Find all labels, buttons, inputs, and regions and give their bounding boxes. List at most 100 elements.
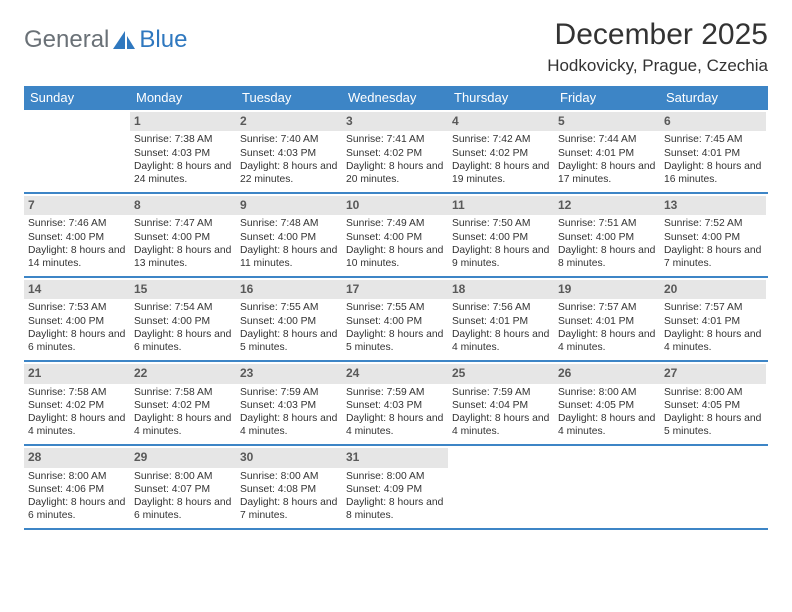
daylight-text: Daylight: 8 hours and 5 minutes. <box>240 328 338 354</box>
weekday-header: Monday <box>130 86 236 110</box>
day-cell: 2Sunrise: 7:40 AMSunset: 4:03 PMDaylight… <box>236 110 342 192</box>
sunrise-text: Sunrise: 7:54 AM <box>134 301 232 314</box>
sunset-text: Sunset: 4:00 PM <box>134 315 232 328</box>
sunrise-text: Sunrise: 8:00 AM <box>346 470 444 483</box>
day-cell: 17 Sunrise: 7:55 AMSunset: 4:00 PMDayligh… <box>342 278 448 360</box>
day-number: 10 <box>342 196 448 215</box>
day-number: 17 <box>342 280 448 299</box>
day-cell: 29Sunrise: 8:00 AMSunset: 4:07 PMDayligh… <box>130 446 236 528</box>
logo-sail-icon <box>111 29 137 51</box>
sunset-text: Sunset: 4:01 PM <box>664 147 762 160</box>
sunset-text: Sunset: 4:00 PM <box>28 231 126 244</box>
daylight-text: Daylight: 8 hours and 4 minutes. <box>28 412 126 438</box>
day-cell: 13Sunrise: 7:52 AMSunset: 4:00 PMDayligh… <box>660 194 766 276</box>
day-number: 14 <box>24 280 130 299</box>
sunrise-text: Sunrise: 7:46 AM <box>28 217 126 230</box>
day-cell: 28Sunrise: 8:00 AMSunset: 4:06 PMDayligh… <box>24 446 130 528</box>
sunset-text: Sunset: 4:03 PM <box>240 147 338 160</box>
sunrise-text: Sunrise: 7:59 AM <box>240 386 338 399</box>
daylight-text: Daylight: 8 hours and 10 minutes. <box>346 244 444 270</box>
day-cell: 1Sunrise: 7:38 AMSunset: 4:03 PMDaylight… <box>130 110 236 192</box>
sunset-text: Sunset: 4:01 PM <box>558 147 656 160</box>
day-cell: 21 Sunrise: 7:58 AMSunset: 4:02 PMDayligh… <box>24 362 130 444</box>
day-number: 21 <box>24 364 130 383</box>
logo-text-left: General <box>24 26 109 54</box>
sunset-text: Sunset: 4:00 PM <box>240 315 338 328</box>
day-number: 8 <box>130 196 236 215</box>
sunset-text: Sunset: 4:02 PM <box>346 147 444 160</box>
day-number: 20 <box>660 280 766 299</box>
month-title: December 2025 <box>547 18 768 52</box>
day-cell: 10Sunrise: 7:49 AMSunset: 4:00 PMDayligh… <box>342 194 448 276</box>
day-cell: 14Sunrise: 7:53 AMSunset: 4:00 PMDayligh… <box>24 278 130 360</box>
sunset-text: Sunset: 4:00 PM <box>346 315 444 328</box>
day-cell: . <box>24 110 130 192</box>
daylight-text: Daylight: 8 hours and 24 minutes. <box>134 160 232 186</box>
day-cell: 15Sunrise: 7:54 AMSunset: 4:00 PMDayligh… <box>130 278 236 360</box>
sunrise-text: Sunrise: 7:44 AM <box>558 133 656 146</box>
sunrise-text: Sunrise: 7:55 AM <box>346 301 444 314</box>
sunrise-text: Sunrise: 7:58 AM <box>134 386 232 399</box>
daylight-text: Daylight: 8 hours and 4 minutes. <box>558 328 656 354</box>
sunrise-text: Sunrise: 8:00 AM <box>240 470 338 483</box>
day-cell: 25Sunrise: 7:59 AMSunset: 4:04 PMDayligh… <box>448 362 554 444</box>
sunset-text: Sunset: 4:00 PM <box>28 315 126 328</box>
day-number: 2 <box>236 112 342 131</box>
week-row: 21Sunrise: 7:58 AMSunset: 4:02 PMDayligh… <box>24 362 768 446</box>
sunset-text: Sunset: 4:00 PM <box>452 231 550 244</box>
day-cell: 7Sunrise: 7:46 AMSunset: 4:00 PMDaylight… <box>24 194 130 276</box>
sunrise-text: Sunrise: 7:38 AM <box>134 133 232 146</box>
week-row: 28Sunrise: 8:00 AMSunset: 4:06 PMDayligh… <box>24 446 768 530</box>
sunset-text: Sunset: 4:02 PM <box>28 399 126 412</box>
day-cell: 6Sunrise: 7:45 AMSunset: 4:01 PMDaylight… <box>660 110 766 192</box>
day-cell: 22Sunrise: 7:58 AMSunset: 4:02 PMDayligh… <box>130 362 236 444</box>
daylight-text: Daylight: 8 hours and 4 minutes. <box>452 412 550 438</box>
sunrise-text: Sunrise: 7:56 AM <box>452 301 550 314</box>
title-block: December 2025 Hodkovicky, Prague, Czechi… <box>547 18 768 76</box>
daylight-text: Daylight: 8 hours and 5 minutes. <box>346 328 444 354</box>
weeks-container: .1Sunrise: 7:38 AMSunset: 4:03 PMDayligh… <box>24 110 768 530</box>
sunset-text: Sunset: 4:01 PM <box>452 315 550 328</box>
sunrise-text: Sunrise: 7:52 AM <box>664 217 762 230</box>
day-number: 19 <box>554 280 660 299</box>
weekday-header: Saturday <box>660 86 766 110</box>
sunset-text: Sunset: 4:01 PM <box>664 315 762 328</box>
sunset-text: Sunset: 4:02 PM <box>134 399 232 412</box>
day-cell: 9Sunrise: 7:48 AMSunset: 4:00 PMDaylight… <box>236 194 342 276</box>
week-row: .1Sunrise: 7:38 AMSunset: 4:03 PMDayligh… <box>24 110 768 194</box>
sunrise-text: Sunrise: 7:57 AM <box>664 301 762 314</box>
day-number: 30 <box>236 448 342 467</box>
day-cell: 8Sunrise: 7:47 AMSunset: 4:00 PMDaylight… <box>130 194 236 276</box>
daylight-text: Daylight: 8 hours and 4 minutes. <box>664 328 762 354</box>
daylight-text: Daylight: 8 hours and 6 minutes. <box>28 496 126 522</box>
day-number: 15 <box>130 280 236 299</box>
day-number: 23 <box>236 364 342 383</box>
weekday-header: Tuesday <box>236 86 342 110</box>
sunrise-text: Sunrise: 7:40 AM <box>240 133 338 146</box>
daylight-text: Daylight: 8 hours and 7 minutes. <box>664 244 762 270</box>
sunset-text: Sunset: 4:01 PM <box>558 315 656 328</box>
daylight-text: Daylight: 8 hours and 4 minutes. <box>558 412 656 438</box>
day-cell: 30Sunrise: 8:00 AMSunset: 4:08 PMDayligh… <box>236 446 342 528</box>
sunrise-text: Sunrise: 7:49 AM <box>346 217 444 230</box>
day-number: 5 <box>554 112 660 131</box>
sunset-text: Sunset: 4:00 PM <box>134 231 232 244</box>
daylight-text: Daylight: 8 hours and 11 minutes. <box>240 244 338 270</box>
sunrise-text: Sunrise: 7:58 AM <box>28 386 126 399</box>
sunrise-text: Sunrise: 7:55 AM <box>240 301 338 314</box>
day-cell: 3Sunrise: 7:41 AMSunset: 4:02 PMDaylight… <box>342 110 448 192</box>
daylight-text: Daylight: 8 hours and 8 minutes. <box>558 244 656 270</box>
day-number: 6 <box>660 112 766 131</box>
sunset-text: Sunset: 4:00 PM <box>664 231 762 244</box>
sunset-text: Sunset: 4:07 PM <box>134 483 232 496</box>
day-cell: . <box>448 446 554 528</box>
sunset-text: Sunset: 4:00 PM <box>558 231 656 244</box>
sunrise-text: Sunrise: 8:00 AM <box>558 386 656 399</box>
sunrise-text: Sunrise: 7:41 AM <box>346 133 444 146</box>
week-row: 7Sunrise: 7:46 AMSunset: 4:00 PMDaylight… <box>24 194 768 278</box>
daylight-text: Daylight: 8 hours and 19 minutes. <box>452 160 550 186</box>
day-cell: 20 Sunrise: 7:57 AMSunset: 4:01 PMDayligh… <box>660 278 766 360</box>
sunset-text: Sunset: 4:05 PM <box>664 399 762 412</box>
sunrise-text: Sunrise: 8:00 AM <box>134 470 232 483</box>
week-row: 14Sunrise: 7:53 AMSunset: 4:00 PMDayligh… <box>24 278 768 362</box>
